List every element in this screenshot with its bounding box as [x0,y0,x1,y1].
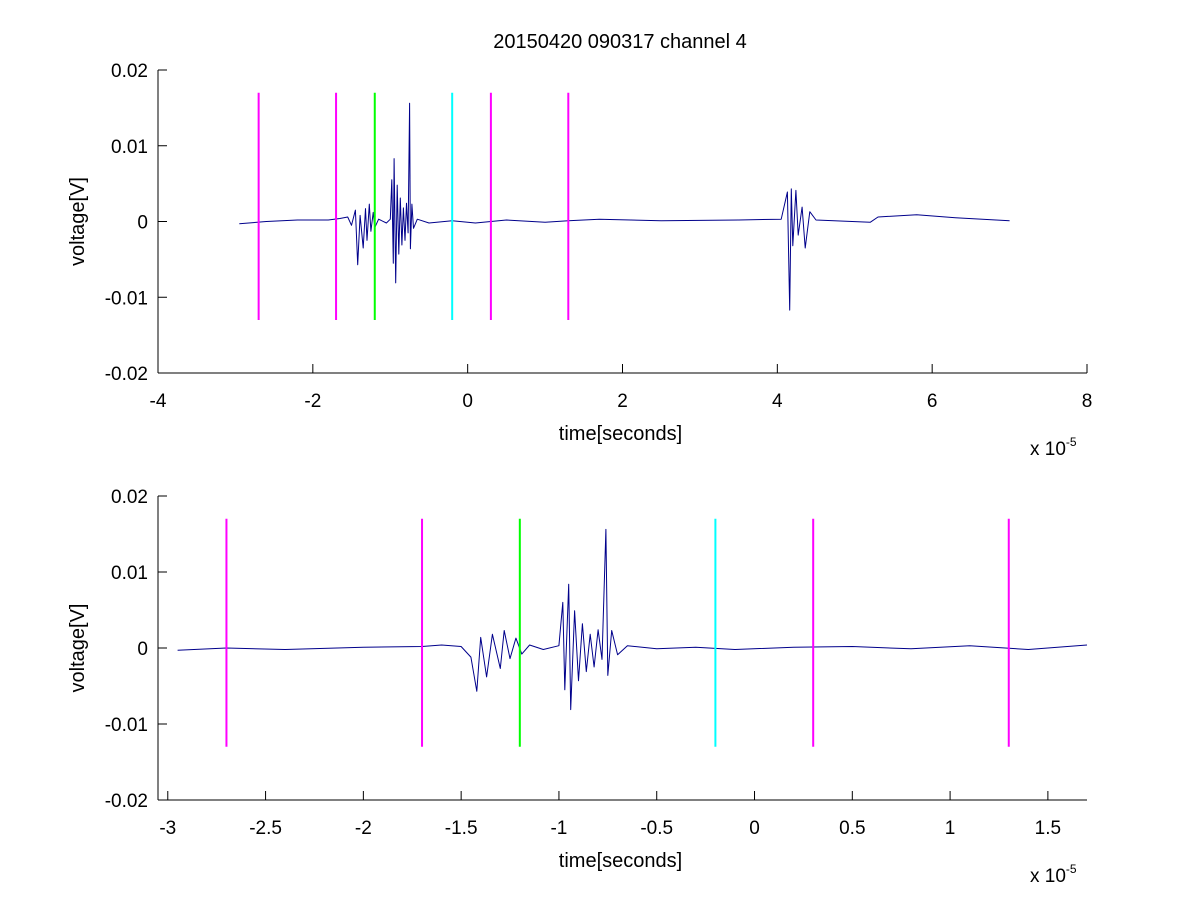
x-tick-label: -2.5 [249,818,282,839]
x-tick-label: -3 [159,818,176,839]
bottom-axes: -3 -2.5 -2 -1.5 -1 -0.5 0 0.5 1 1.5 -0.02 -0.01 0 0.0… [67,487,1088,887]
y-tick-label: -0.01 [105,715,148,736]
y-tick-label: -0.02 [105,791,148,812]
y-tick-label: 0 [137,213,148,234]
x-axis-title: time[seconds] [559,423,682,445]
x-tick-label: -2 [355,818,372,839]
y-tick-label: 0.02 [111,487,148,508]
x-axis-title: time[seconds] [559,850,682,872]
x-multiplier-base: x 10 [1030,439,1066,460]
x-tick-label: 0 [749,818,760,839]
x-tick-label: -0.5 [640,818,673,839]
x-tick-label: -1 [550,818,567,839]
x-tick-label: -1.5 [445,818,478,839]
signal-series-line [177,528,1088,711]
x-multiplier-exponent: -5 [1066,862,1077,876]
signal-series-line [239,102,1010,311]
y-tick-label: 0 [137,639,148,660]
y-tick-label: 0.01 [111,137,148,158]
x-multiplier-base: x 10 [1030,866,1066,887]
y-tick-label: -0.02 [105,364,148,385]
y-tick-label: 0.02 [111,61,148,82]
y-tick-label: 0.01 [111,563,148,584]
x-multiplier-label: x 10-5 [1030,862,1077,887]
y-axis-title: voltage[V] [67,177,89,266]
top-axes: -4 -2 0 2 4 6 8 -0.02 -0.01 0 0.01 0.02 time[seconds… [67,61,1092,460]
x-tick-label: 8 [1082,391,1093,412]
x-tick-label: 0 [462,391,473,412]
y-axis-title: voltage[V] [67,604,89,693]
x-tick-label: 0.5 [839,818,865,839]
x-tick-label: 1 [945,818,956,839]
figure-title: 20150420 090317 channel 4 [493,31,747,53]
y-tick-label: -0.01 [105,288,148,309]
x-tick-label: 4 [772,391,783,412]
x-tick-label: 6 [927,391,938,412]
x-tick-label: 2 [617,391,628,412]
x-multiplier-label: x 10-5 [1030,435,1077,460]
x-tick-label: -4 [150,391,167,412]
x-tick-label: 1.5 [1035,818,1061,839]
x-tick-label: -2 [304,391,321,412]
x-multiplier-exponent: -5 [1066,435,1077,449]
